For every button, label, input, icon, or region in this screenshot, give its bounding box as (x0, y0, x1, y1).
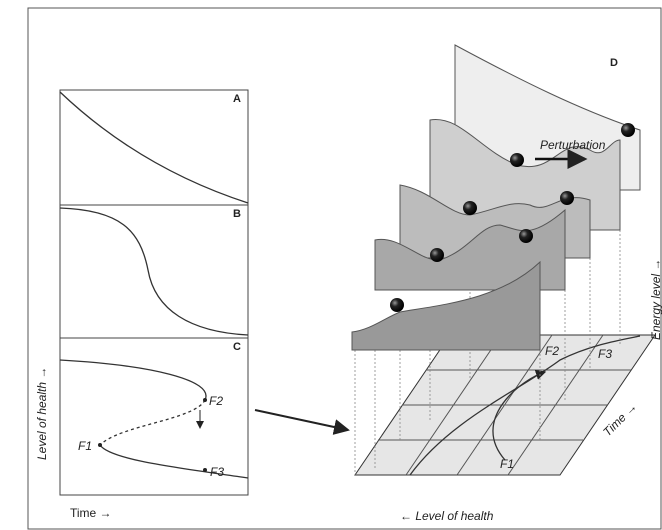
panel-label: C (233, 341, 241, 353)
point-label: F1 (78, 439, 92, 453)
point-label: F2 (209, 394, 223, 408)
axis-label: Level of health → (35, 367, 49, 460)
panel-b: B (60, 205, 248, 338)
axis-label: Energy level → (649, 259, 662, 340)
axis-label: ← Level of health (400, 509, 494, 523)
landscape-slices: Perturbation D (352, 45, 640, 350)
axis-label: Time → (70, 506, 112, 520)
panel-label: A (233, 93, 241, 105)
point-label: F1 (500, 457, 514, 471)
point-label: F3 (210, 465, 224, 479)
panel-label: B (233, 208, 241, 220)
annotation: Perturbation (540, 138, 606, 152)
panel-c: C F2 F1 F3 (60, 338, 248, 495)
point-label: F3 (598, 347, 612, 361)
panel-a: A (60, 90, 248, 205)
point-label: F2 (545, 344, 559, 358)
panel-label: D (610, 57, 618, 69)
figure: A B C F2 F1 F3 Level of health → Time → … (0, 0, 662, 530)
